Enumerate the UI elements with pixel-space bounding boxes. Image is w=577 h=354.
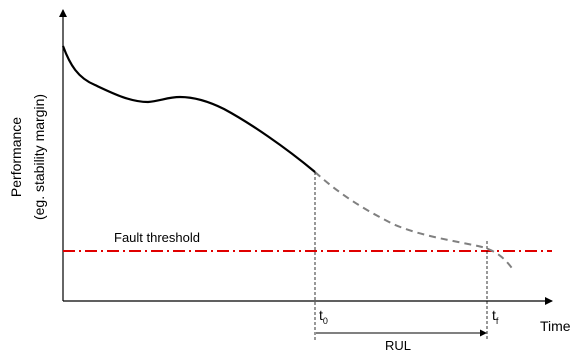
fault-threshold-label: Fault threshold bbox=[114, 230, 200, 245]
rul-label: RUL bbox=[385, 338, 411, 353]
tf-label: tf bbox=[492, 307, 499, 326]
x-axis-label: Time bbox=[540, 318, 571, 334]
y-axis-label-line1: Performance bbox=[8, 117, 24, 197]
y-axis-label-line2: (eg. stability margin) bbox=[31, 94, 47, 220]
predicted-performance-curve bbox=[314, 171, 515, 272]
measured-performance-curve bbox=[61, 45, 316, 173]
t0-label: t0 bbox=[319, 307, 328, 326]
